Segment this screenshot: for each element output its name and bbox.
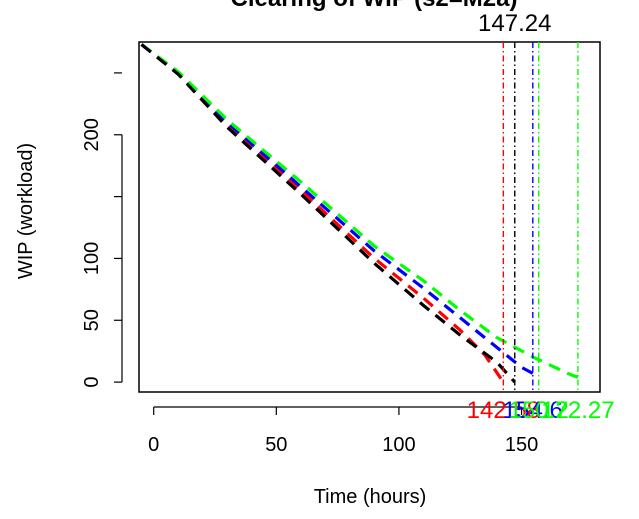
series-line-2 (140, 43, 579, 379)
y-tick-label: 200 (81, 118, 103, 151)
vline-label-1: 147.24 (478, 10, 551, 37)
y-tick-label: 0 (81, 377, 103, 388)
x-tick-label: 0 (148, 434, 159, 456)
x-tick-label: 50 (265, 434, 287, 456)
plot-frame (138, 41, 601, 393)
vline-label-4: 172.27 (541, 397, 614, 424)
vline-label-2: 154.6 (503, 397, 563, 424)
vline-label-0: 142.58 (467, 397, 540, 424)
x-axis-label: Time (hours) (314, 486, 427, 508)
y-tick-label: 50 (81, 309, 103, 331)
vline-label-3: 150.2 (509, 397, 569, 424)
x-tick-label: 100 (382, 434, 415, 456)
chart-title: Clearing of WIP (s2=M2a) (231, 0, 518, 12)
plot-area (138, 41, 601, 393)
series-layer (140, 43, 579, 384)
y-axis-label: WIP (workload) (15, 143, 37, 279)
series-line-3 (140, 43, 516, 384)
y-tick-label: 100 (81, 242, 103, 275)
axes: 0 50 100 150 0 50 100 200 (81, 72, 538, 456)
series-line-1 (140, 43, 534, 375)
x-tick-label: 150 (505, 434, 538, 456)
